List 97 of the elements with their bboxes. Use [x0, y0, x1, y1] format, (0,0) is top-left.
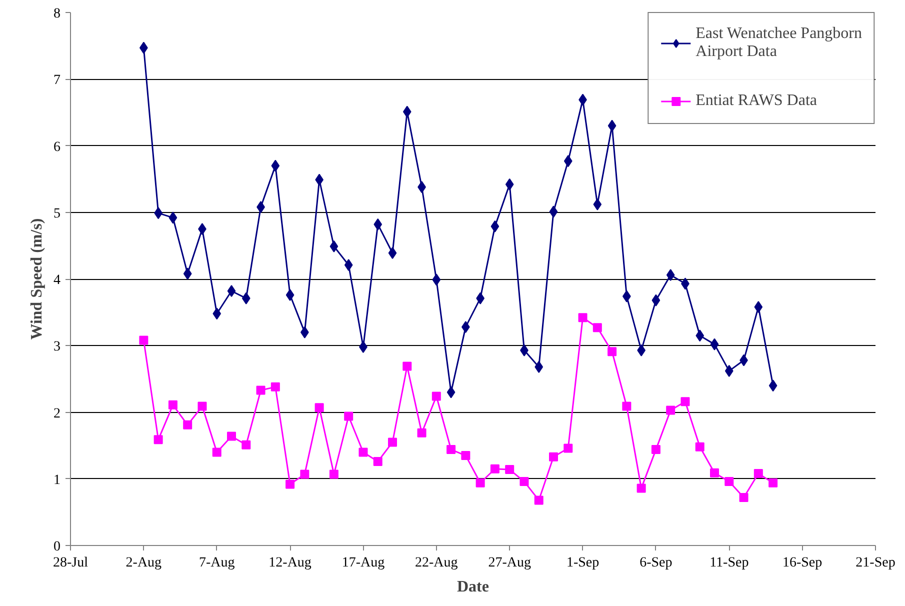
point: [329, 470, 338, 479]
point: [183, 268, 192, 280]
point: [402, 106, 412, 118]
x-tick-label: 17-Aug: [342, 556, 385, 570]
y-axis-title: Wind Speed (m/s): [28, 218, 46, 340]
point: [402, 362, 412, 371]
x-axis-title: Date: [457, 578, 489, 596]
point: [242, 440, 251, 450]
point: [768, 380, 778, 392]
y-tick-label: 6: [54, 140, 60, 155]
point: [593, 198, 602, 210]
point: [212, 448, 222, 457]
point: [198, 402, 207, 411]
point: [374, 218, 382, 230]
x-tick-label: 2-Aug: [126, 556, 162, 570]
y-tick-label: 8: [54, 6, 60, 22]
point: [271, 160, 280, 172]
x-tick-label: 11-Sep: [710, 556, 749, 570]
point: [432, 392, 441, 401]
point: [680, 397, 690, 406]
x-tick-label: 6-Sep: [640, 556, 672, 570]
legend-label: East Wenatchee Pangborn Airport Data: [696, 25, 862, 61]
point: [490, 464, 500, 474]
point: [534, 496, 544, 505]
x-tick-label: 22-Aug: [415, 556, 458, 570]
y-tick-label: 2: [54, 406, 60, 422]
point: [651, 445, 660, 454]
point: [168, 212, 178, 224]
point: [168, 400, 178, 410]
point: [330, 240, 338, 252]
point: [549, 452, 558, 462]
point: [314, 403, 324, 412]
point: [695, 442, 704, 452]
point: [696, 330, 704, 342]
point: [754, 300, 763, 313]
point: [666, 406, 676, 415]
point: [476, 478, 485, 488]
x-tick-label: 28-Jul: [53, 556, 88, 570]
y-tick-label: 0: [54, 540, 60, 554]
y-tick-label: 3: [54, 340, 60, 355]
legend-label: Entiat RAWS Data: [696, 92, 818, 110]
point: [490, 220, 500, 232]
point: [373, 457, 382, 466]
point: [768, 478, 778, 488]
point: [286, 288, 294, 301]
point: [636, 484, 646, 493]
point: [505, 465, 514, 474]
x-tick-label: 27-Aug: [488, 556, 531, 570]
point: [183, 420, 192, 430]
point: [139, 336, 148, 345]
point: [154, 435, 163, 444]
point: [300, 470, 310, 479]
point: [592, 323, 602, 332]
point: [227, 432, 236, 441]
x-tick-label: 16-Sep: [782, 556, 822, 570]
point: [286, 480, 295, 489]
point: [227, 284, 236, 297]
x-tick-label: 12-Aug: [268, 556, 312, 570]
point: [520, 477, 529, 486]
point: [710, 468, 719, 478]
point: [534, 360, 544, 373]
y-tick-label: 7: [54, 73, 60, 88]
point: [344, 412, 354, 421]
point: [432, 274, 441, 286]
point: [564, 444, 573, 453]
y-tick-label: 1: [54, 472, 60, 488]
point: [388, 247, 397, 260]
point: [505, 178, 514, 190]
point: [417, 428, 426, 438]
point: [344, 259, 353, 272]
point: [578, 313, 588, 322]
point: [564, 155, 572, 168]
point: [358, 448, 368, 457]
point: [754, 469, 763, 478]
point: [212, 308, 222, 320]
point: [446, 445, 456, 454]
point: [724, 477, 734, 486]
point: [242, 292, 250, 304]
x-tick-label: 1-Sep: [566, 556, 600, 570]
x-tick-label: 7-Aug: [198, 556, 235, 570]
point: [270, 382, 280, 392]
y-tick-label: 4: [54, 273, 60, 288]
y-tick-label: 5: [54, 206, 60, 222]
point: [549, 206, 558, 218]
point: [608, 347, 617, 356]
point: [461, 451, 470, 460]
point: [256, 386, 266, 395]
point: [388, 438, 397, 447]
point: [724, 364, 734, 377]
point: [710, 338, 719, 350]
point: [446, 386, 456, 398]
point: [739, 493, 748, 502]
point: [622, 402, 632, 411]
point: [652, 294, 660, 306]
point: [608, 120, 616, 132]
x-tick-label: 21-Sep: [856, 556, 896, 570]
point: [666, 269, 675, 282]
